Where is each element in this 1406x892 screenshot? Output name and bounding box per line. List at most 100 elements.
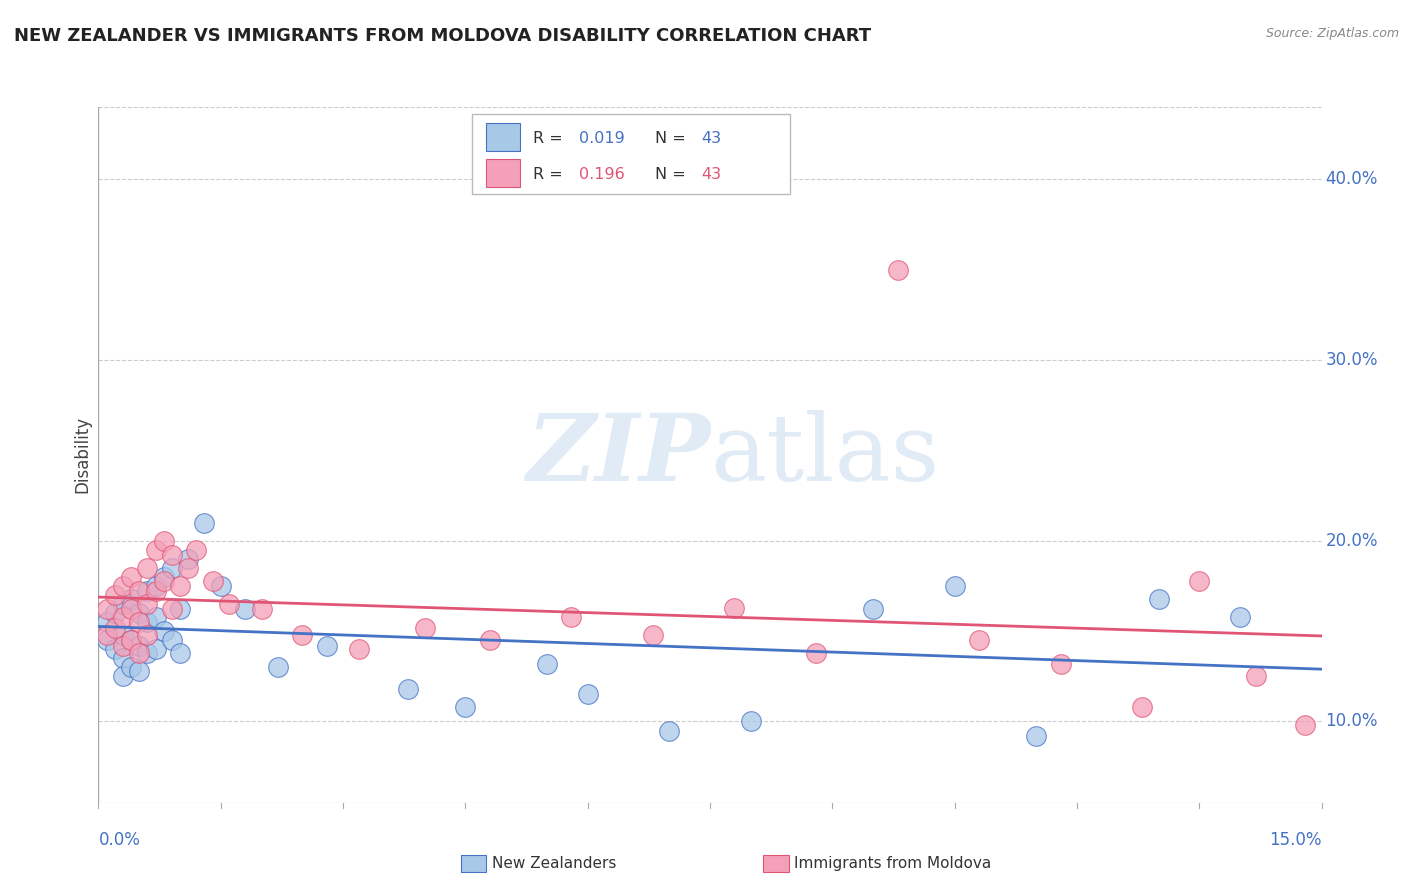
Bar bbox=[486, 123, 520, 151]
Point bbox=[152, 533, 174, 548]
Point bbox=[145, 609, 167, 624]
Text: R =: R = bbox=[533, 167, 568, 181]
Text: 43: 43 bbox=[702, 130, 721, 145]
Y-axis label: Disability: Disability bbox=[73, 417, 91, 493]
Text: 0.0%: 0.0% bbox=[98, 830, 141, 848]
Text: 43: 43 bbox=[702, 167, 721, 181]
Point bbox=[1147, 591, 1170, 606]
Point bbox=[1294, 718, 1316, 732]
Point bbox=[186, 542, 208, 557]
Text: Immigrants from Moldova: Immigrants from Moldova bbox=[794, 856, 991, 871]
Point bbox=[160, 633, 183, 648]
Point bbox=[111, 639, 134, 653]
Point bbox=[1246, 669, 1268, 683]
Point bbox=[315, 639, 337, 653]
Point bbox=[152, 570, 174, 584]
Point bbox=[152, 624, 174, 639]
Point bbox=[111, 579, 134, 593]
Point bbox=[128, 646, 150, 660]
Point bbox=[641, 628, 664, 642]
Point bbox=[111, 609, 134, 624]
Point bbox=[145, 584, 167, 599]
Point bbox=[967, 633, 990, 648]
Point bbox=[413, 620, 436, 634]
Point bbox=[104, 642, 127, 657]
Text: ZIP: ZIP bbox=[526, 410, 710, 500]
Point bbox=[169, 602, 191, 616]
Point bbox=[1049, 657, 1071, 671]
Point bbox=[169, 646, 191, 660]
Point bbox=[104, 620, 127, 634]
Point bbox=[152, 574, 174, 588]
Point bbox=[1229, 609, 1251, 624]
Point bbox=[886, 262, 908, 277]
Point bbox=[104, 606, 127, 620]
Point bbox=[145, 642, 167, 657]
Point bbox=[96, 628, 118, 642]
Point bbox=[120, 633, 142, 648]
Point bbox=[136, 561, 159, 575]
Text: Source: ZipAtlas.com: Source: ZipAtlas.com bbox=[1265, 27, 1399, 40]
Point bbox=[233, 602, 256, 616]
Point bbox=[250, 602, 273, 616]
Point bbox=[804, 646, 827, 660]
Point bbox=[1188, 574, 1211, 588]
Point bbox=[160, 548, 183, 562]
Point bbox=[396, 681, 419, 696]
Point bbox=[177, 561, 200, 575]
Point bbox=[120, 591, 142, 606]
Point bbox=[576, 687, 599, 701]
Point bbox=[218, 597, 240, 611]
Text: R =: R = bbox=[533, 130, 568, 145]
Point bbox=[177, 551, 200, 566]
Point bbox=[111, 651, 134, 665]
Point bbox=[111, 628, 134, 642]
Text: 0.196: 0.196 bbox=[579, 167, 624, 181]
Point bbox=[120, 602, 142, 616]
Bar bbox=[486, 159, 520, 186]
Point bbox=[128, 615, 150, 629]
Text: atlas: atlas bbox=[710, 410, 939, 500]
Point bbox=[120, 660, 142, 674]
Point bbox=[267, 660, 290, 674]
Text: N =: N = bbox=[655, 130, 690, 145]
Point bbox=[536, 657, 558, 671]
Point bbox=[723, 600, 745, 615]
Point bbox=[209, 579, 232, 593]
Point bbox=[120, 570, 142, 584]
Text: 0.019: 0.019 bbox=[579, 130, 624, 145]
Point bbox=[96, 633, 118, 648]
Point bbox=[111, 669, 134, 683]
Text: 10.0%: 10.0% bbox=[1326, 713, 1378, 731]
Point bbox=[120, 633, 142, 648]
Text: 15.0%: 15.0% bbox=[1270, 830, 1322, 848]
Point bbox=[145, 579, 167, 593]
Point bbox=[349, 642, 371, 657]
Point bbox=[160, 602, 183, 616]
Point bbox=[96, 602, 118, 616]
Text: New Zealanders: New Zealanders bbox=[492, 856, 616, 871]
Point bbox=[160, 561, 183, 575]
Point bbox=[104, 588, 127, 602]
Text: 30.0%: 30.0% bbox=[1326, 351, 1378, 369]
Point bbox=[145, 542, 167, 557]
FancyBboxPatch shape bbox=[471, 114, 790, 194]
Point bbox=[560, 609, 582, 624]
Point bbox=[1130, 700, 1153, 714]
Point bbox=[454, 700, 477, 714]
Point bbox=[128, 639, 150, 653]
Point bbox=[1025, 729, 1047, 743]
Point bbox=[136, 646, 159, 660]
Point bbox=[111, 597, 134, 611]
Point bbox=[136, 597, 159, 611]
Point bbox=[201, 574, 224, 588]
Point bbox=[128, 664, 150, 678]
Point bbox=[291, 628, 314, 642]
Point bbox=[136, 584, 159, 599]
Point bbox=[96, 615, 118, 629]
Point bbox=[740, 714, 762, 729]
Text: NEW ZEALANDER VS IMMIGRANTS FROM MOLDOVA DISABILITY CORRELATION CHART: NEW ZEALANDER VS IMMIGRANTS FROM MOLDOVA… bbox=[14, 27, 872, 45]
Point bbox=[862, 602, 884, 616]
Point bbox=[128, 584, 150, 599]
Point bbox=[193, 516, 215, 530]
